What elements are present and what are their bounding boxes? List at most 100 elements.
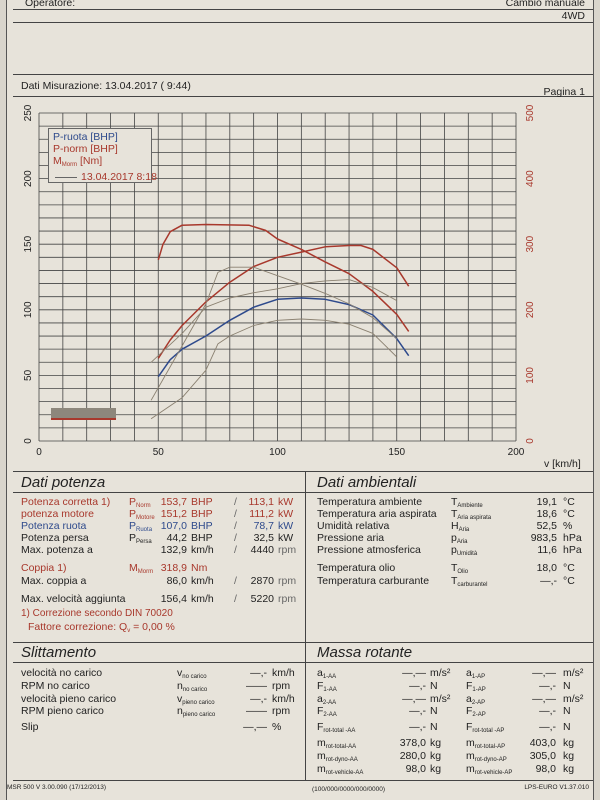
ambient-symbol: HAria [451,520,470,533]
mass-symbol-aa: mrot-vehicle-AA [317,763,364,776]
mass-symbol-ap: mrot-total-AP [466,737,506,750]
ambient-unit: hPa [563,544,582,556]
series-line-2 [157,223,410,332]
series-line-3 [150,266,398,401]
power-symbol: PRuota [129,520,153,533]
ambient-label: Temperatura olio [317,562,396,574]
separator: / [234,508,237,520]
y-right-tick-label: 300 [525,235,536,252]
legend-norm-power: P-norm [BHP] [53,143,118,155]
slip-value: —— [246,705,267,717]
mass-symbol-aa: F1-AA [317,680,337,693]
legend-comparison: 13.04.2017 8:18 [53,171,157,183]
mass-value-aa: —,— [402,667,426,679]
measurement-date: Dati Misurazione: 13.04.2017 ( 9:44) [21,80,191,92]
power-label: Max. velocità aggiunta [21,593,126,605]
ambient-symbol: TAmbiente [451,496,483,509]
mass-title: Massa rotante [317,644,413,661]
power-value-2: 4440 [250,544,274,556]
mass-symbol-aa: mrot-total-AA [317,737,357,750]
x-tick-label: 100 [269,447,286,458]
y-left-tick-label: 100 [23,301,34,318]
mass-unit-aa: kg [430,737,442,749]
mass-symbol-ap: a1-AP [466,667,486,680]
divider [13,74,593,75]
slip-value: —,- [250,693,267,705]
divider [13,642,593,643]
legend-torque: MMorm [Nm] [53,155,103,168]
footer-software: LPS-EURO V1.37.010 [524,784,589,791]
separator: / [234,593,237,605]
mass-symbol-aa: a1-AA [317,667,337,680]
slip-symbol: vpieno carico [177,693,215,706]
column-divider [305,471,306,781]
ambient-symbol: pAria [451,532,468,545]
ambient-unit: °C [563,496,575,508]
mass-value-ap: —,- [539,721,556,733]
mass-value-aa: 280,0 [399,750,426,762]
page-number: Pagina 1 [543,86,585,98]
power-unit: BHP [191,520,213,532]
power-unit: BHP [191,508,213,520]
power-value: 153,7 [160,496,187,508]
mass-value-ap: —,- [539,705,556,717]
power-value-2: 2870 [250,575,274,587]
mass-value-ap: —,- [539,680,556,692]
dyno-report: Operatore: Cambio manuale 4WD Dati Misur… [6,0,594,800]
correction-factor: Fattore correzione: Qv = 0,00 % [28,621,175,634]
operator-label: Operatore: [25,0,76,9]
y-left-tick-label: 250 [23,104,34,121]
slip-unit: rpm [272,680,291,692]
footer-code: (100/000/0000/000/0000) [312,786,386,793]
slip-value: —— [246,680,267,692]
power-symbol: PMotore [129,508,155,521]
power-value-2: 111,2 [249,508,274,520]
series-line-5 [150,318,398,420]
dyno-logo [51,408,116,420]
mass-unit-ap: N [563,721,571,733]
gearbox: Cambio manuale [505,0,585,9]
x-tick-label: 0 [36,447,42,458]
ambient-label: Pressione aria [317,532,385,544]
power-value: 156,4 [160,593,187,605]
ambient-symbol: pUmidità [451,544,478,557]
power-value: 132,9 [160,544,187,556]
power-label: potenza motore [21,508,94,520]
x-tick-label: 50 [153,447,165,458]
ambient-label: Temperatura ambiente [317,496,423,508]
power-symbol: MMorm [129,562,154,575]
divider [13,780,593,781]
slip-symbol: vno carico [177,667,207,680]
slip-unit: rpm [272,705,291,717]
mass-unit-aa: m/s² [430,693,451,705]
slip-title: Slittamento [21,644,97,661]
ambient-unit: % [563,520,573,532]
ambient-label: Temperatura carburante [317,575,430,587]
power-unit-2: kW [278,520,294,532]
mass-value-ap: —,— [532,693,556,705]
slip-label: velocità no carico [21,667,103,679]
slip-label: Slip [21,721,39,733]
slip-label: RPM pieno carico [21,705,104,717]
mass-unit-ap: N [563,705,571,717]
power-label: Potenza persa [21,532,89,544]
slip-unit: % [272,721,282,733]
series-line-0 [157,297,410,378]
mass-value-aa: —,- [409,721,426,733]
slip-symbol: nno carico [177,680,208,693]
mass-value-ap: 305,0 [529,750,556,762]
x-axis-label: v [km/h] [544,458,581,470]
power-value: 151,2 [160,508,187,520]
mass-value-aa: —,- [409,705,426,717]
divider [13,492,593,493]
mass-symbol-aa: a2-AA [317,693,337,706]
mass-symbol-aa: mrot-dyno-AA [317,750,358,763]
power-label: Potenza corretta 1) [21,496,111,508]
slip-unit: km/h [272,693,295,705]
mass-value-ap: —,— [532,667,556,679]
ambient-value: 18,0 [536,562,557,574]
mass-symbol-ap: mrot-vehicle-AP [466,763,513,776]
power-value-2: 113,1 [248,496,275,508]
power-label: Potenza ruota [21,520,87,532]
slip-label: RPM no carico [21,680,90,692]
